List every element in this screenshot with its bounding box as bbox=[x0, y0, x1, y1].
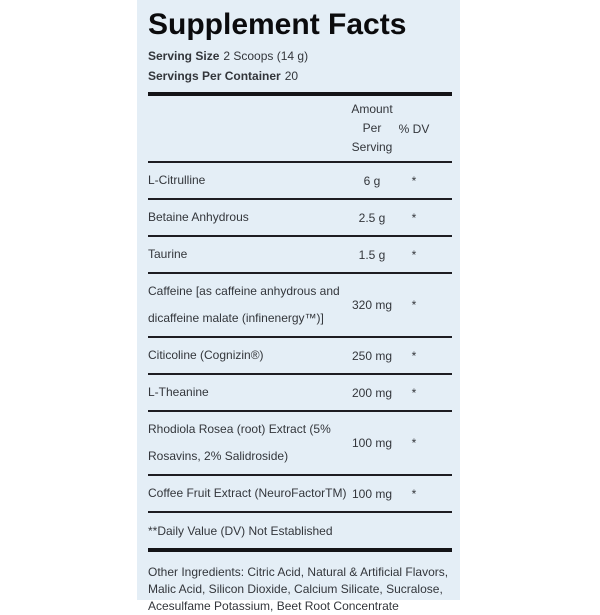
serving-size-label: Serving Size bbox=[148, 49, 220, 63]
facts-table: L-Citrulline 6 g * Betaine Anhydrous 2.5… bbox=[148, 163, 452, 513]
ingredient-name: Citicoline (Cognizin®) bbox=[148, 348, 264, 362]
serving-size-line: Serving Size 2 Scoops (14 g) bbox=[148, 46, 452, 66]
header-spacer bbox=[148, 96, 348, 161]
ingredient-dv: * bbox=[411, 486, 417, 501]
table-row: Rhodiola Rosea (root) Extract (5% Rosavi… bbox=[148, 412, 452, 476]
serving-size-value: 2 Scoops (14 g) bbox=[223, 49, 309, 63]
table-row: Citicoline (Cognizin®) 250 mg * bbox=[148, 338, 452, 375]
table-row: Betaine Anhydrous 2.5 g * bbox=[148, 200, 452, 237]
servings-per-container-value: 20 bbox=[284, 69, 299, 83]
supplement-facts-panel: Supplement Facts Serving Size 2 Scoops (1… bbox=[137, 0, 460, 613]
ingredient-name: Taurine bbox=[148, 247, 188, 261]
ingredient-dv: * bbox=[411, 385, 417, 400]
ingredient-dv: * bbox=[411, 298, 417, 312]
divider-thick-top bbox=[148, 92, 452, 96]
ingredient-name: L-Theanine bbox=[148, 385, 209, 399]
ingredient-dv: * bbox=[411, 348, 417, 363]
ingredient-amount: 100 mg bbox=[351, 486, 393, 501]
table-row: Caffeine [as caffeine anhydrous and dica… bbox=[148, 274, 452, 338]
table-row: L-Theanine 200 mg * bbox=[148, 375, 452, 412]
other-ingredients-text: Other Ingredients: Citric Acid, Natural … bbox=[148, 565, 449, 613]
header-dv-column: % DV bbox=[398, 121, 430, 136]
serving-info: Serving Size 2 Scoops (14 g) Servings Per… bbox=[148, 46, 452, 86]
header-amount-line3: Serving bbox=[351, 140, 393, 154]
table-row: Taurine 1.5 g * bbox=[148, 237, 452, 274]
ingredient-dv: * bbox=[411, 247, 417, 262]
table-header-row: Amount Per Serving % DV bbox=[148, 96, 452, 163]
ingredient-amount: 200 mg bbox=[351, 385, 393, 400]
ingredient-amount: 100 mg bbox=[351, 436, 393, 450]
ingredient-name: L-Citrulline bbox=[148, 173, 206, 187]
daily-value-footnote: **Daily Value (DV) Not Established bbox=[148, 523, 333, 538]
ingredient-amount: 250 mg bbox=[351, 348, 393, 363]
ingredient-amount: 320 mg bbox=[351, 298, 393, 312]
ingredient-dv: * bbox=[411, 436, 417, 450]
ingredient-name: Betaine Anhydrous bbox=[148, 210, 249, 224]
ingredient-amount: 2.5 g bbox=[358, 210, 386, 225]
ingredient-name: Coffee Fruit Extract (NeuroFactorTM) bbox=[148, 486, 347, 500]
servings-per-container-label: Servings Per Container bbox=[148, 69, 281, 83]
ingredient-amount: 6 g bbox=[363, 173, 381, 188]
ingredient-amount: 1.5 g bbox=[358, 247, 386, 262]
table-row: Coffee Fruit Extract (NeuroFactorTM) 100… bbox=[148, 476, 452, 513]
ingredient-dv: * bbox=[411, 210, 417, 225]
servings-per-container-line: Servings Per Container 20 bbox=[148, 66, 452, 86]
ingredient-name: Caffeine [as caffeine anhydrous and dica… bbox=[148, 284, 340, 325]
header-amount-column: Amount Per Serving bbox=[348, 96, 396, 161]
ingredient-name: Rhodiola Rosea (root) Extract (5% Rosavi… bbox=[148, 422, 331, 463]
ingredient-dv: * bbox=[411, 173, 417, 188]
table-row: L-Citrulline 6 g * bbox=[148, 163, 452, 200]
header-amount-line1: Amount bbox=[351, 102, 393, 116]
header-amount-line2: Per bbox=[362, 121, 382, 135]
divider-thick-bottom bbox=[148, 548, 452, 552]
panel-title: Supplement Facts bbox=[148, 8, 407, 41]
